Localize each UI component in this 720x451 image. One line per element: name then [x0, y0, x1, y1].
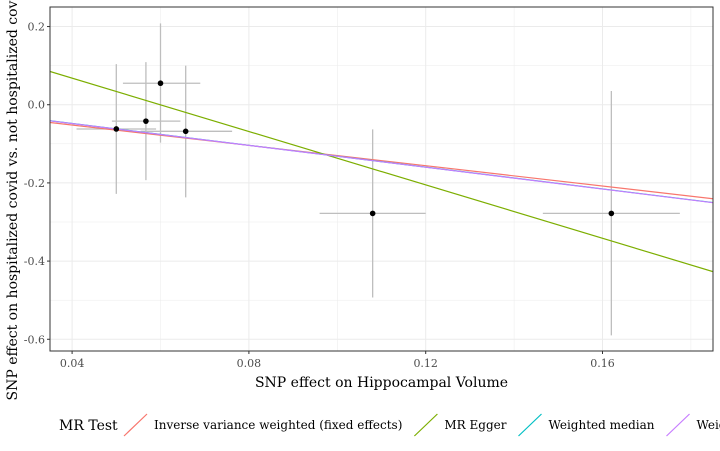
x-axis-title: SNP effect on Hippocampal Volume: [255, 375, 508, 391]
data-point: [608, 210, 615, 217]
regression-line: [50, 120, 713, 204]
legend: MR Test Inverse variance weighted (fixed…: [59, 413, 720, 437]
regression-line: [50, 70, 713, 273]
x-tick-label: 0.12: [413, 357, 438, 370]
data-point: [182, 128, 189, 135]
x-tick-label: 0.08: [237, 357, 262, 370]
y-axis-title: SNP effect on hospitalized covid vs. not…: [5, 0, 21, 400]
data-points: [113, 80, 615, 217]
y-tick-label: -0.2: [24, 177, 45, 190]
data-point: [369, 210, 376, 217]
legend-label: Inverse variance weighted (fixed effects…: [154, 418, 402, 432]
error-bars: [76, 23, 680, 336]
data-point: [113, 126, 120, 132]
legend-key: [666, 413, 690, 437]
axis-ticks: 0.04 0.08 0.12 0.16 0.2 0.0 -0.2 -0.4 -0.6: [24, 21, 615, 370]
grid-lines: [50, 7, 713, 351]
regression-lines: [50, 70, 713, 273]
plot-panel-border: [49, 6, 714, 352]
legend-label: MR Egger: [444, 418, 506, 432]
data-point: [157, 80, 164, 87]
legend-key: [518, 413, 542, 437]
legend-key: [123, 413, 148, 437]
y-tick-label: 0.2: [28, 21, 46, 34]
regression-line: [50, 121, 713, 200]
y-tick-label: 0.0: [28, 99, 46, 112]
legend-label: Weighted mode: [697, 418, 720, 432]
data-point: [143, 118, 149, 124]
x-tick-label: 0.16: [590, 357, 615, 370]
legend-label: Weighted median: [549, 418, 655, 432]
x-tick-label: 0.04: [60, 357, 85, 370]
legend-key: [413, 413, 438, 437]
y-tick-label: -0.4: [24, 255, 45, 268]
y-tick-label: -0.6: [24, 333, 45, 346]
legend-title: MR Test: [59, 418, 118, 434]
